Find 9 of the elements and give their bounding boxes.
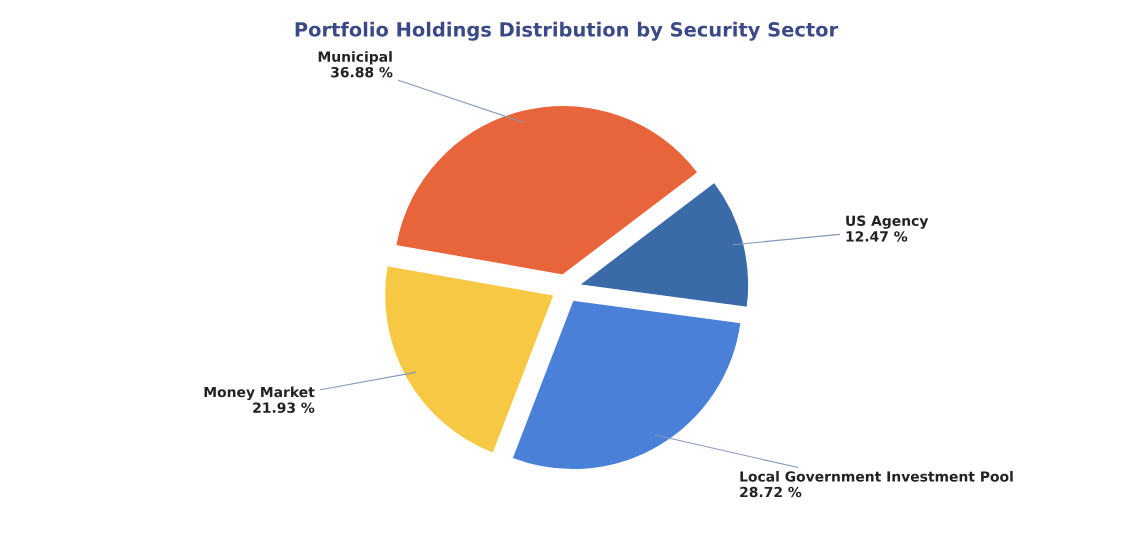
slice-label: US Agency	[846, 215, 929, 229]
slice-label: Municipal	[318, 51, 392, 65]
slice-label: Money Market	[204, 386, 315, 401]
data-label: 21.93 %	[253, 402, 315, 413]
data-label: 36.88 %	[331, 66, 393, 78]
slice-label: Local Government Investment Pool	[740, 470, 1013, 482]
chart-title: Portfolio Holdings Distribution by Security Sector	[295, 21, 839, 41]
data-label: 12.47 %	[846, 231, 908, 242]
data-label: 28.72 %	[740, 486, 802, 498]
